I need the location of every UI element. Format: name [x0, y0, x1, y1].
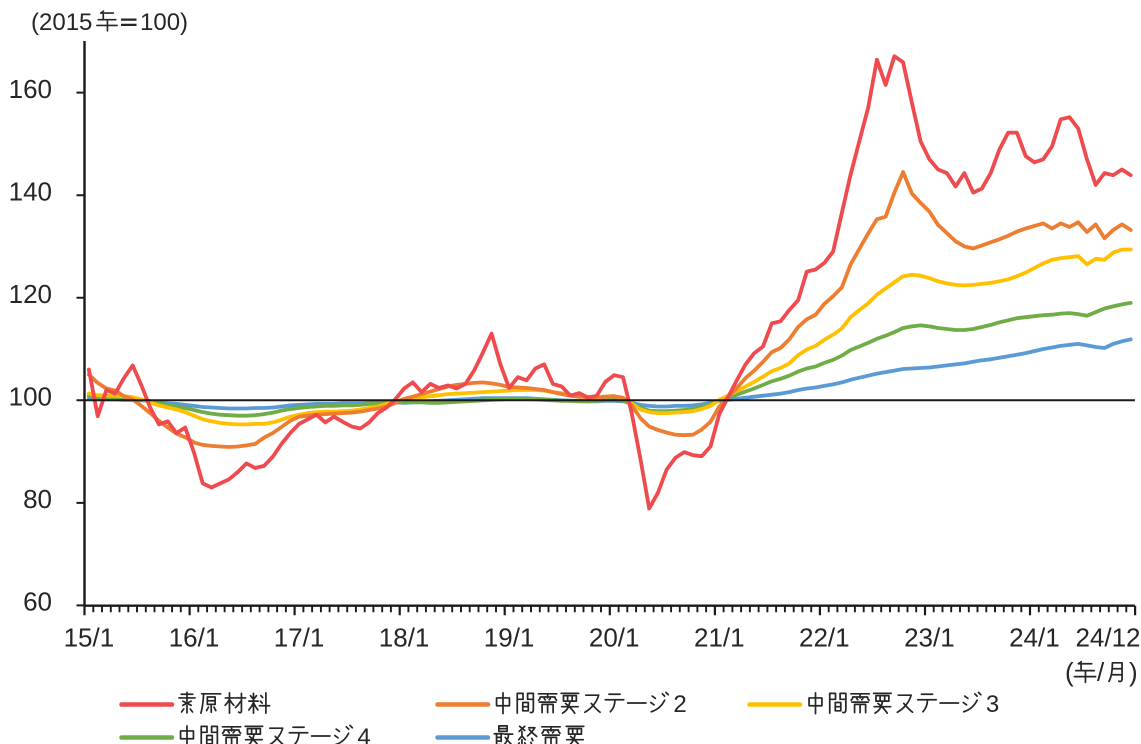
svg-text:140: 140: [9, 176, 52, 206]
svg-text:120: 120: [9, 279, 52, 309]
svg-text:100: 100: [9, 382, 52, 412]
svg-text:23/1: 23/1: [904, 623, 955, 653]
svg-text:60: 60: [23, 587, 52, 617]
svg-text:): ): [1129, 657, 1138, 687]
svg-text:(2015: (2015: [31, 9, 92, 36]
svg-text:(: (: [1065, 657, 1074, 687]
svg-text:3: 3: [986, 691, 999, 718]
svg-text:160: 160: [9, 74, 52, 104]
svg-text:19/1: 19/1: [484, 623, 535, 653]
svg-text:20/1: 20/1: [589, 623, 640, 653]
svg-text:15/1: 15/1: [64, 623, 115, 653]
svg-text:4: 4: [357, 724, 370, 744]
svg-text:2: 2: [673, 691, 686, 718]
svg-text:24/12: 24/12: [1075, 623, 1140, 653]
svg-text:80: 80: [23, 484, 52, 514]
svg-text:17/1: 17/1: [274, 623, 325, 653]
svg-text:18/1: 18/1: [379, 623, 430, 653]
svg-text:/: /: [1097, 657, 1105, 687]
svg-text:100): 100): [140, 9, 188, 36]
svg-text:16/1: 16/1: [169, 623, 220, 653]
svg-text:21/1: 21/1: [694, 623, 745, 653]
svg-text:24/1: 24/1: [1009, 623, 1060, 653]
svg-text:22/1: 22/1: [799, 623, 850, 653]
